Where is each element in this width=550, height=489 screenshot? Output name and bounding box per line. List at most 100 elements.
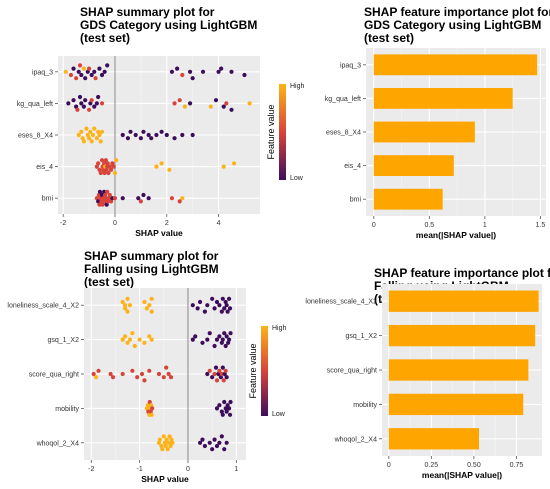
shap-point — [103, 158, 109, 163]
legend-low-label: Low — [272, 411, 286, 418]
shap-point — [147, 303, 152, 308]
x-tick-label: 0.50 — [467, 462, 481, 469]
shap-point — [214, 443, 220, 449]
shap-point — [175, 66, 180, 71]
shap-point — [149, 309, 154, 314]
shap-point — [167, 167, 172, 172]
shap-point — [200, 437, 205, 442]
shap-point — [219, 409, 224, 414]
shap-point — [146, 132, 151, 138]
shap-point — [160, 447, 165, 452]
shap-point — [180, 196, 185, 201]
shap-point — [154, 132, 159, 138]
shap-point — [159, 161, 164, 166]
shap-point — [154, 164, 159, 169]
shap-point — [227, 412, 233, 417]
shap-point — [224, 440, 229, 445]
shap-point — [105, 63, 110, 68]
shap-point — [213, 98, 219, 103]
shap-point — [150, 406, 155, 411]
shap-point — [101, 161, 107, 166]
shap-point — [195, 306, 200, 311]
shap-point — [112, 196, 118, 201]
chart-title-line: (test set) — [84, 275, 134, 289]
shap-point — [162, 440, 167, 445]
shap-point — [212, 371, 217, 377]
shap-point — [120, 132, 125, 138]
shap-point — [120, 337, 125, 342]
shap-point — [169, 196, 175, 201]
chart-title-line: GDS Category using LightGBM — [80, 18, 257, 32]
shap-point — [219, 66, 224, 71]
shap-point — [127, 303, 133, 308]
shap-point — [177, 199, 182, 204]
shap-point — [106, 170, 111, 176]
shap-point — [225, 403, 230, 408]
y-tick-label: kg_qua_left — [325, 96, 361, 103]
x-tick-label: 1 — [234, 466, 238, 473]
legend-title: Feature value — [248, 343, 258, 398]
shap-point — [94, 136, 99, 141]
shap-point — [227, 306, 233, 311]
shap-point — [81, 104, 86, 109]
shap-point — [130, 331, 135, 336]
shap-point — [138, 136, 143, 141]
shap-point — [208, 104, 213, 109]
shap-point — [97, 132, 102, 138]
chart-title-line: (test set) — [364, 31, 414, 45]
importance-bar — [373, 121, 475, 143]
y-tick-label: score_qua_right — [29, 372, 79, 379]
shap-point — [94, 101, 99, 106]
shap-point — [229, 107, 234, 112]
shap-point — [79, 101, 84, 106]
y-tick-label: score_qua_right — [327, 368, 377, 375]
shap-point — [106, 196, 111, 201]
shap-point — [125, 296, 130, 301]
shap-point — [66, 101, 71, 106]
x-tick-label: -2 — [60, 220, 66, 227]
shap-point — [92, 126, 97, 131]
shap-point — [88, 129, 93, 134]
shap-point — [223, 368, 228, 373]
shap-point — [71, 66, 76, 71]
shap-point — [102, 199, 107, 204]
x-tick-label: 4 — [217, 220, 221, 227]
shap-point — [83, 98, 88, 103]
shap-point — [89, 98, 94, 103]
y-tick-label: gsq_1_X2 — [345, 333, 377, 340]
shap-point — [101, 189, 107, 194]
shap-point — [142, 299, 147, 305]
shap-point — [114, 158, 119, 163]
shap-point — [170, 440, 175, 445]
shap-point — [68, 72, 74, 78]
shap-point — [219, 434, 224, 439]
shap-point — [202, 443, 207, 449]
shap-point — [83, 76, 88, 81]
shap-point — [216, 371, 221, 377]
shap-point — [81, 66, 86, 71]
shap-point — [161, 434, 166, 439]
shap-point — [207, 440, 212, 445]
shap-point — [139, 371, 145, 377]
shap-point — [164, 132, 169, 138]
shap-point — [205, 303, 210, 308]
shap-point — [96, 199, 101, 204]
shap-point — [222, 331, 227, 336]
shap-point — [217, 303, 222, 308]
shap-point — [147, 399, 152, 405]
x-axis-label: mean(|SHAP value|) — [416, 230, 496, 240]
shap-point — [149, 296, 154, 301]
shap-point — [147, 368, 152, 373]
legend-high-label: High — [290, 83, 305, 90]
chart-title-line: (test set) — [80, 31, 130, 45]
shap-point — [149, 403, 154, 408]
y-tick-label: mobility — [353, 402, 377, 409]
x-tick-label: -1 — [136, 466, 142, 473]
shap-point — [71, 98, 76, 103]
shap-point — [177, 98, 182, 103]
shap-point — [193, 334, 198, 339]
shap-point — [96, 368, 101, 373]
x-axis-label: SHAP value — [135, 228, 183, 238]
shap-point — [182, 104, 187, 109]
